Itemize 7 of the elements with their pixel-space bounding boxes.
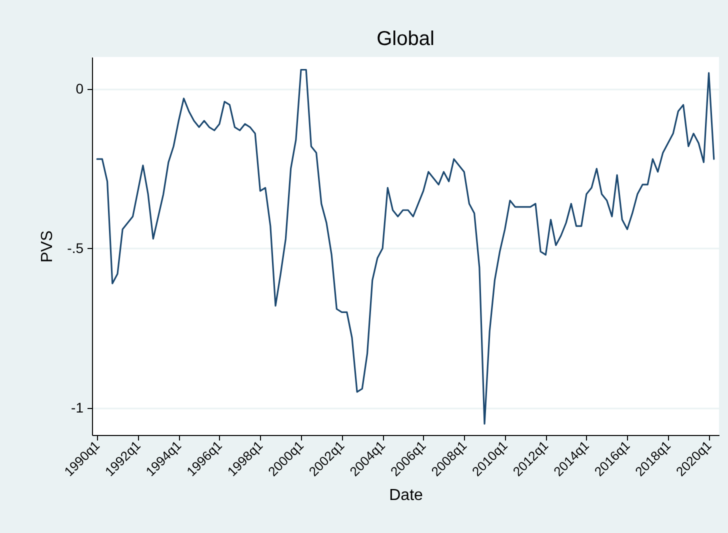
y-tick-label: 0 <box>76 80 84 96</box>
x-axis-title: Date <box>389 487 423 504</box>
line-series <box>96 68 715 425</box>
chart-title: Global <box>376 28 434 50</box>
y-axis-title: PVS <box>39 230 56 263</box>
y-tick-label: -1 <box>71 399 84 416</box>
y-tick-label: -.5 <box>67 240 84 256</box>
